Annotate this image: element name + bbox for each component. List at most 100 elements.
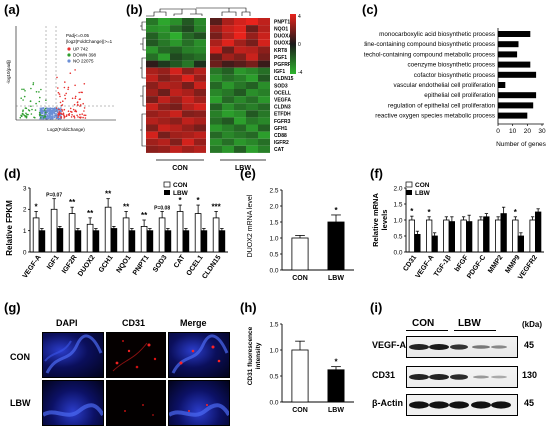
fpkm-x-tick-label: CLDN15 (201, 254, 222, 280)
fpkm-bar (164, 230, 172, 253)
volcano-legend-up-dot (67, 47, 71, 51)
heatmap-cell (222, 60, 234, 68)
volcano-point-up (74, 109, 77, 112)
heatmap-cell (170, 110, 182, 118)
volcano-point-up (81, 91, 83, 94)
volcano-point-down (39, 96, 41, 99)
heatmap-cell (222, 53, 234, 61)
fpkm-legend-lbw-swatch (164, 190, 170, 195)
go-category-label: reactive oxygen species metabolic proces… (375, 113, 495, 120)
micro-col-label-dapi: DAPI (56, 318, 78, 328)
volcano-point-no (55, 112, 57, 115)
volcano-legend-no: NO 22075 (73, 59, 94, 64)
volcano-point-down (22, 112, 24, 115)
heatmap-row-label: VEGFA (274, 98, 291, 104)
heatmap-cell (210, 81, 222, 89)
volcano-point-up (74, 69, 76, 71)
heatmap-row-label: PNPT1 (274, 19, 290, 25)
heatmap-cell (158, 117, 170, 125)
volcano-point-down (35, 102, 37, 105)
mrna-x-tick-label: CD31 (402, 254, 418, 273)
panel-label-e: (e) (240, 166, 256, 181)
heatmap-cell (182, 74, 194, 82)
heatmap-row-label: CAT (274, 147, 284, 153)
duox2-bar (291, 237, 309, 271)
fpkm-bar (104, 206, 112, 253)
heatmap-cell (246, 46, 258, 54)
go-bar (498, 92, 537, 99)
volcano-point-no (55, 109, 58, 112)
mrna-y-tick-label: 0.5 (393, 233, 402, 240)
heatmap-cell (246, 103, 258, 111)
volcano-point-up (60, 112, 62, 115)
fpkm-x-tick-label: VEGF-A (22, 254, 43, 280)
heatmap-cell (146, 96, 158, 104)
heatmap-cell (246, 145, 258, 153)
heatmap-cell (146, 25, 158, 33)
go-bar (498, 102, 534, 109)
heatmap-cell (146, 131, 158, 139)
heatmap-cell (146, 46, 158, 54)
duox2-significance: * (334, 206, 338, 215)
heatmap-row-label: GFH1 (274, 126, 288, 132)
fpkm-bar (182, 230, 190, 253)
micro-col-label-cd31: CD31 (122, 318, 146, 328)
heatmap-cell (234, 53, 246, 61)
duox2-y-tick-label: 2.0 (269, 203, 278, 210)
heatmap-cell (246, 96, 258, 104)
volcano-point-no (46, 110, 48, 113)
fpkm-significance: ** (123, 202, 130, 211)
volcano-point-no (56, 111, 59, 113)
duox2-y-tick-label: 0.5 (269, 251, 278, 258)
fpkm-x-tick-label: GCH1 (98, 254, 115, 274)
heatmap-cell (258, 74, 270, 82)
heatmap-cell (158, 145, 170, 153)
mrna-y-tick-label: 0.0 (393, 249, 402, 256)
volcano-point-no (60, 110, 62, 113)
volcano-point-down (43, 115, 45, 117)
volcano-point-up (65, 115, 68, 117)
volcano-point-down (23, 88, 25, 91)
volcano-point-no (54, 110, 56, 113)
heatmap-cell (158, 103, 170, 111)
heatmap-cell (222, 67, 234, 75)
heatmap-cell (158, 124, 170, 132)
heatmap-cell (258, 25, 270, 33)
volcano-point-no (47, 109, 50, 112)
panel-label-c: (c) (362, 2, 378, 17)
go-x-tick-label: 10 (509, 128, 517, 135)
heatmap-cell (222, 103, 234, 111)
heatmap-cell (194, 74, 206, 82)
mrna-bar (426, 219, 433, 253)
heatmap-cell (258, 18, 270, 26)
volcano-legend-down: DOWN 398 (73, 53, 97, 58)
heatmap-cell (146, 53, 158, 61)
volcano-point-down (32, 82, 35, 84)
fpkm-legend-con: CON (173, 182, 188, 189)
cd31-bar (327, 369, 345, 403)
duox2-ylabel: DUOX2 mRNA level (247, 194, 254, 257)
volcano-point-up (83, 114, 85, 116)
volcano-point-up (63, 108, 66, 111)
cd31-significance: * (334, 358, 338, 367)
heatmap-cell (210, 67, 222, 75)
volcano-point-up (64, 81, 66, 83)
heatmap-group-lbw: LBW (235, 165, 251, 172)
volcano-point-no (42, 110, 44, 113)
blot-group-lbw: LBW (458, 318, 481, 329)
volcano-point-up (61, 104, 64, 106)
volcano-point-up (74, 97, 77, 99)
volcano-point-no (49, 107, 51, 109)
heatmap-cell (170, 124, 182, 132)
fpkm-x-tick-label: CAT (173, 254, 187, 270)
heatmap-cell (222, 131, 234, 139)
mrna-x-tick-label: bFGF (454, 254, 471, 274)
heatmap-cell (146, 60, 158, 68)
volcano-point-down (30, 113, 33, 115)
mrna-ylabel-line1: Relative mRNA (372, 193, 380, 247)
fpkm-chart: 0123*VEGF-AP=0.07IGF1**IGF2R**DUOX2**GCH… (5, 181, 228, 280)
mrna-ylabel-line2: levels (380, 210, 389, 231)
fpkm-bar (68, 213, 76, 253)
fpkm-x-tick-label: OCEL1 (186, 254, 205, 277)
mrna-bar (414, 234, 421, 253)
